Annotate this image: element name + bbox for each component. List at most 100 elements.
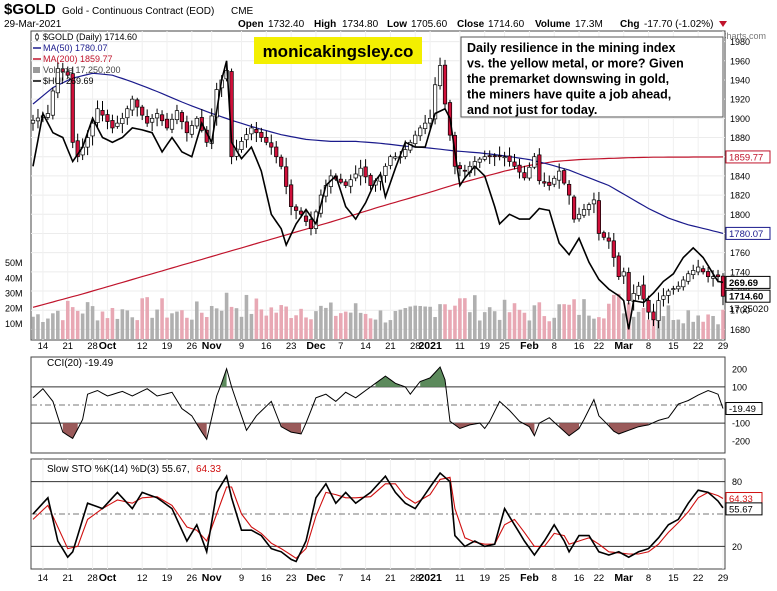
volume-bar xyxy=(239,316,244,339)
price-tick-label: 1960 xyxy=(730,56,750,66)
candle-body xyxy=(70,73,75,143)
candle-body xyxy=(239,141,244,150)
volume-bar xyxy=(686,310,691,339)
x-tick-label: 26 xyxy=(187,573,198,584)
x-tick-label: Oct xyxy=(99,572,117,584)
legend-entry: $HUI 269.69 xyxy=(43,76,94,86)
stockcharts-credit: @ StockCharts.com xyxy=(686,31,766,41)
x-tick-label: 9 xyxy=(239,573,244,584)
candle-body xyxy=(269,142,274,148)
x-tick-label: 22 xyxy=(693,341,704,352)
volume-bar xyxy=(41,322,45,339)
x-tick-label: 21 xyxy=(62,573,73,584)
price-tick-label: 1980 xyxy=(730,37,750,47)
x-tick-label: 11 xyxy=(455,573,465,584)
candle-body xyxy=(527,166,532,179)
legend-entry: MA(50) 1780.07 xyxy=(43,43,108,53)
candle-body xyxy=(343,181,348,186)
volume-bar xyxy=(557,304,561,339)
candle-body xyxy=(641,284,646,300)
x-tick-label: 19 xyxy=(479,573,490,584)
candle-body xyxy=(249,127,254,135)
volume-bar xyxy=(383,322,388,339)
volume-bar xyxy=(219,310,224,339)
volume-bar xyxy=(542,316,547,339)
axis-value-label-hui: 269.69 xyxy=(725,275,771,289)
candle-body xyxy=(512,161,517,167)
volume-bar xyxy=(651,314,656,339)
volume-bar xyxy=(279,305,283,339)
candle-body xyxy=(259,131,264,138)
volume-bar xyxy=(165,317,169,339)
x-tick-label: 9 xyxy=(239,341,244,352)
x-tick-label: 11 xyxy=(455,341,465,352)
volume-bar xyxy=(482,312,487,339)
x-tick-label: 15 xyxy=(668,341,679,352)
legend-box-icon xyxy=(33,67,40,73)
candle-body xyxy=(557,170,562,181)
candle-body xyxy=(284,166,289,187)
volume-bar xyxy=(497,319,502,339)
volume-bar xyxy=(547,321,552,339)
volume-tick-label: 50M xyxy=(5,258,23,268)
volume-bar xyxy=(264,315,269,339)
volume-bar xyxy=(418,305,422,339)
candle-body xyxy=(65,71,70,76)
candle-body xyxy=(596,200,601,234)
volume-tick-label: 20M xyxy=(5,304,23,314)
axis-label-box xyxy=(725,150,771,164)
volume-bar xyxy=(284,306,288,339)
volume-bar xyxy=(294,315,298,339)
volume-bar xyxy=(224,292,229,339)
volume-bar xyxy=(507,312,512,339)
x-tick-label: 2021 xyxy=(418,340,442,352)
volume-bar xyxy=(249,313,254,339)
volume-bar xyxy=(716,324,720,339)
candle-body xyxy=(591,199,597,205)
x-tick-label: 12 xyxy=(137,573,148,584)
volume-bar xyxy=(701,321,705,339)
volume-bar xyxy=(274,312,279,339)
candle-body xyxy=(45,113,50,118)
candle-body xyxy=(164,118,170,129)
volume-bar xyxy=(502,299,507,339)
candle-body xyxy=(90,122,95,137)
cci-positive-fill xyxy=(420,367,445,387)
x-tick-label: 22 xyxy=(693,573,704,584)
volume-bar xyxy=(289,318,293,339)
x-tick-label: 21 xyxy=(385,341,396,352)
volume-bar xyxy=(428,306,432,339)
x-tick-label: 2021 xyxy=(418,572,442,584)
cci-negative-fill xyxy=(281,423,302,434)
volume-bar xyxy=(398,309,403,339)
volume-bar xyxy=(199,312,204,339)
volume-bar xyxy=(329,302,333,339)
candle-body xyxy=(437,65,443,87)
volume-bar xyxy=(423,306,427,339)
candle-body xyxy=(423,122,428,130)
volume-bar xyxy=(368,318,373,339)
cci-tick-label: 100 xyxy=(732,382,747,392)
volume-bar xyxy=(314,311,318,339)
x-tick-label: 23 xyxy=(286,573,297,584)
volume-bar xyxy=(175,311,179,339)
candle-body xyxy=(656,300,661,321)
sto-label-d: 64.33 xyxy=(196,464,221,475)
volume-bar xyxy=(388,320,393,339)
volume-bar xyxy=(343,311,348,339)
candle-body xyxy=(487,155,492,158)
volume-bar xyxy=(676,319,681,339)
chg-value: -17.70 (-1.02%) xyxy=(644,19,713,30)
volume-bar xyxy=(299,308,303,339)
volume-bar xyxy=(51,313,55,339)
price-tick-label: 1760 xyxy=(730,248,750,258)
candle-body xyxy=(646,299,651,313)
volume-bar xyxy=(671,319,676,339)
cci-negative-fill xyxy=(608,423,649,434)
x-tick-label: 8 xyxy=(552,341,557,352)
candle-body xyxy=(140,106,145,116)
candle-body xyxy=(150,117,155,123)
volume-bar xyxy=(90,306,95,339)
axis-label-box xyxy=(725,289,771,303)
cci-value-box xyxy=(725,402,763,416)
